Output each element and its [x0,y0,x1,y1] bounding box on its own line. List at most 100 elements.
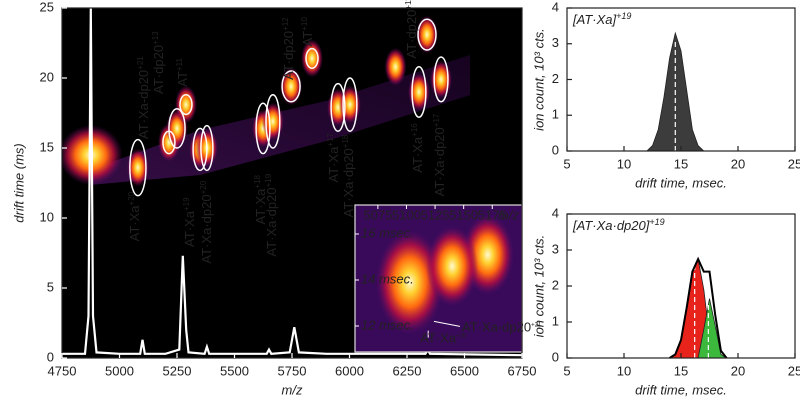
peak-label-text: AT·Xa-dp20 [136,70,151,139]
intensity-spot [338,85,361,124]
peak-label-text: AT·Xa [326,146,341,183]
x-axis-label: drift time, msec. [635,175,727,190]
peak-label-charge: +13 [151,31,160,45]
x-tick-label: 5 [563,363,570,378]
intensity-spot [416,15,439,54]
inset-x-tick-label: 5150 [449,207,478,222]
peak-label: AT·dp20+12 [281,17,296,80]
peak-label-text: AT·Xa·dp20 [432,127,447,196]
peak-label-text: AT·Xa [127,205,142,242]
intensity-spot [280,67,303,106]
x-tick-label: 20 [731,156,745,171]
intensity-spot [430,60,453,99]
inset-x-tick-label: 5125 [421,207,450,222]
x-tick-label: 5000 [105,363,134,378]
panel-title-text: [AT·Xa·dp20] [572,218,650,233]
peak-label-text: AT·dp20 [404,10,419,59]
x-tick-label: 6250 [393,363,422,378]
inset-y-tick-label: 14 msec. [361,271,414,286]
y-tick-label: 5 [47,279,54,294]
inset-label-text: AT·Xa [420,331,457,346]
intensity-spot [126,148,149,187]
peak-line [669,256,728,359]
inset-x-tick-label: 5175 [478,207,507,222]
peak-label: AT·Xa·dp20+20 [199,180,214,263]
y-axis-label: drift time (ms) [11,143,26,222]
peak-label-charge: +19 [264,173,273,187]
x-axis-label: drift time, msec. [635,382,727,397]
x-tick-label: 4750 [48,363,77,378]
peak-label-text: AT·Xa [410,136,425,173]
y-tick-label: 10 [40,209,54,224]
peak-label: AT·dp20+11 [404,0,419,59]
y-tick-label: 4 [552,0,559,14]
y-tick-label: 3 [552,241,559,256]
peak-label-charge: +17 [432,113,441,127]
peak-label-charge: +21 [136,56,145,70]
panel-title: [AT·Xa·dp20]+19 [572,217,665,233]
y-tick-label: 15 [40,139,54,154]
peak-ellipse [255,102,271,155]
x-tick-label: 5 [563,156,570,171]
y-axis-label: ion count, 10³ cts. [531,28,546,131]
peak-label-charge: +12 [281,17,290,31]
inset-y-tick-label: 16 msec. [361,225,414,240]
inset-spot [426,226,479,307]
peak-label: AT·Xa+19 [182,197,197,247]
peak-label-text: AT·Xa·dp20 [264,187,279,256]
x-tick-label: 10 [617,156,631,171]
x-tick-label: 6000 [335,363,364,378]
peak-label: AT+10 [300,17,315,47]
peak-label-text: AT·dp20 [281,31,296,80]
peak-label-charge: +10 [300,17,309,31]
panel-title-charge: +19 [649,217,664,227]
mass-spectrum [62,8,522,357]
peak-ellipse [129,138,147,197]
peak-label-charge: +18 [341,134,350,148]
intensity-spot [384,47,407,86]
inset-x-tick-label: 5100 [392,207,421,222]
peak-label-text: AT [300,31,315,47]
peak-label-text: AT·Xa·dp20 [199,194,214,263]
x-tick-label: 5750 [278,363,307,378]
peak-label: AT+11 [175,58,190,87]
peak-label-text: AT [175,71,190,87]
panel-title-charge: +19 [616,11,631,21]
peak-label-charge: +17 [326,133,335,147]
y-tick-label: 0 [552,349,559,364]
inset-label: AT·Xa+20 [420,331,467,346]
peak-label-charge: +18 [253,175,262,189]
peak-ellipse [411,66,427,118]
peak-ellipse [265,94,281,149]
heatmap-layer [62,8,522,357]
peak-label: AT·Xa·dp20+18 [341,134,356,217]
y-tick-label: 0 [552,142,559,157]
inset [355,205,522,352]
peak-label: AT·Xa-dp20+21 [136,56,151,139]
peak-label: AT·Xa·dp20+19 [264,173,279,256]
intensity-spot [261,102,284,141]
x-tick-label: 25 [788,156,800,171]
y-tick-label: 2 [552,71,559,86]
peak-label: AT·Xa·dp20+17 [432,113,447,196]
y-tick-label: 1 [552,313,559,328]
peak-ellipse [192,127,208,172]
peak-ellipse [168,108,186,149]
peak-label-text: AT·Xa [254,188,269,225]
peak-ellipse [200,124,214,172]
y-tick-label: 1 [552,107,559,122]
x-tick-label: 20 [731,363,745,378]
inset-label: AT·Xa-dp20+21 [462,320,542,335]
panel-title: [AT·Xa]+19 [572,11,631,27]
peak-label-charge: +11 [175,58,184,72]
x-tick-label: 15 [674,363,688,378]
peak-ellipse [342,77,358,132]
peak-label-charge: +11 [404,0,413,10]
inset-y-tick-label: 12 msec. [361,317,414,332]
peak-label-charge: +20 [199,180,208,194]
inset-x-label: m/z [498,207,519,222]
intensity-spot [407,73,430,111]
x-tick-label: 6750 [508,363,537,378]
x-tick-label: 15 [674,156,688,171]
peak-label: AT·Xa+20 [127,191,142,241]
